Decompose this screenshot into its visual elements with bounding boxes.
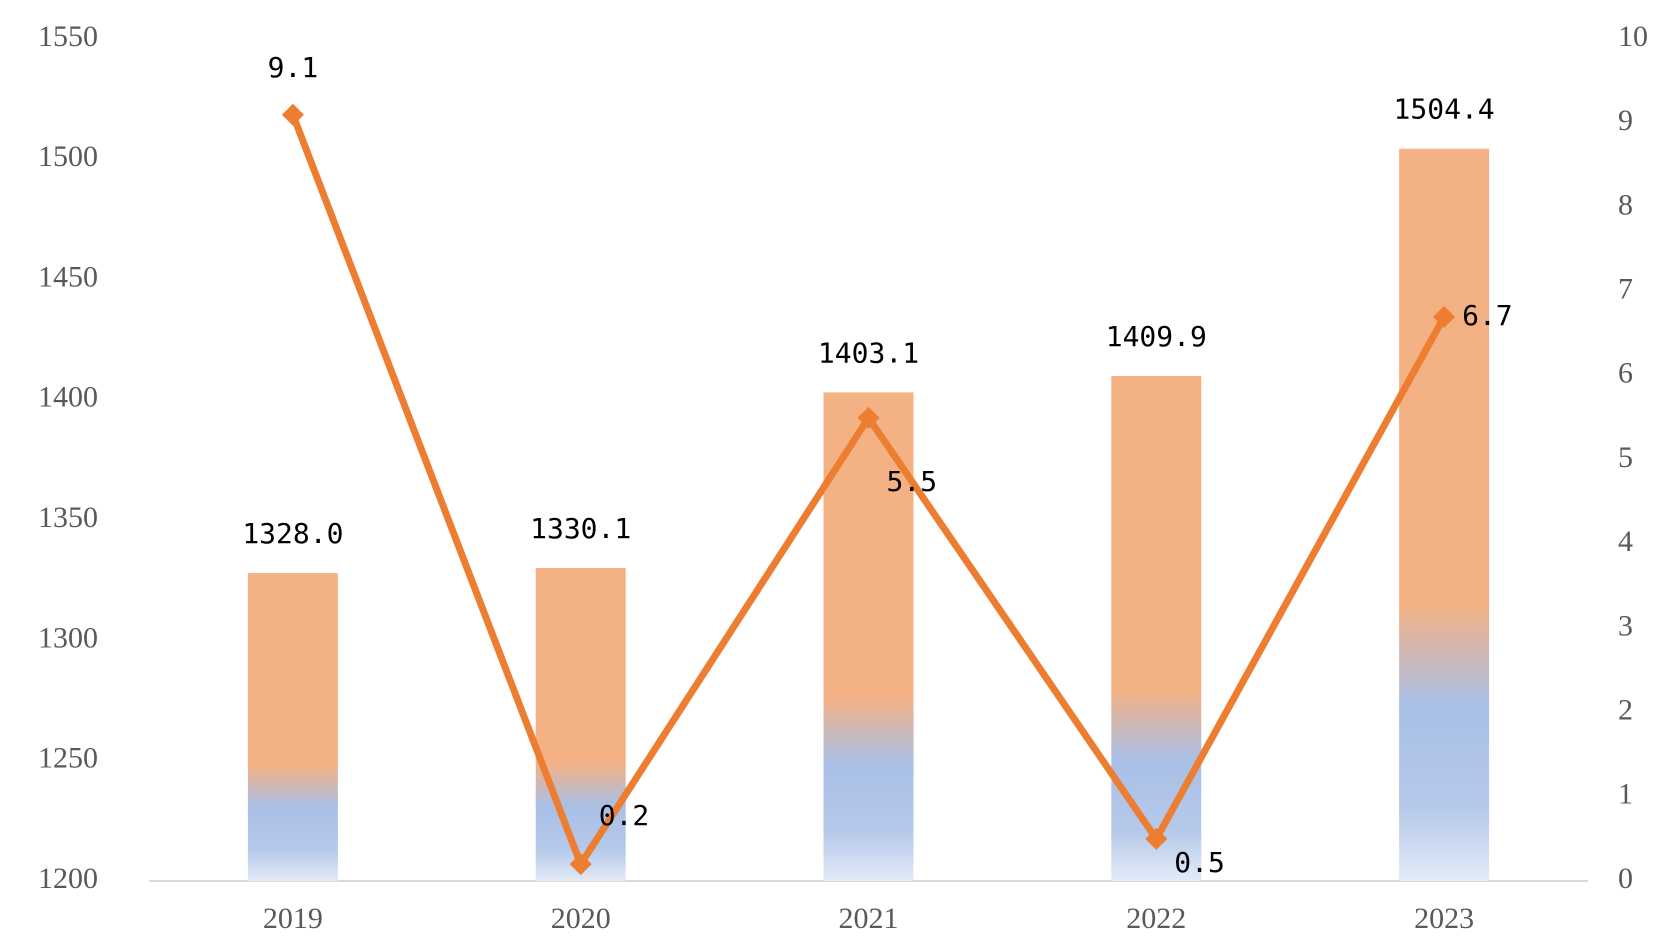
- y-tick-label: 1300: [38, 621, 98, 654]
- x-tick-label: 2020: [551, 902, 611, 935]
- y2-tick-label: 1: [1618, 778, 1633, 811]
- y2-tick-label: 7: [1618, 272, 1633, 305]
- y2-tick-label: 0: [1618, 862, 1633, 895]
- bar: [535, 568, 626, 881]
- line-marker: [281, 103, 304, 126]
- y2-tick-label: 8: [1618, 188, 1633, 221]
- y-tick-label: 1450: [38, 260, 98, 293]
- y2-tick-label: 2: [1618, 693, 1633, 726]
- line-marker: [1145, 827, 1168, 850]
- line-value-label: 9.1: [268, 51, 319, 84]
- bar: [1399, 148, 1490, 882]
- x-tick-label: 2022: [1126, 902, 1186, 935]
- bar: [247, 573, 338, 881]
- line-marker: [569, 853, 592, 876]
- bar: [823, 392, 914, 881]
- line-value-label: 0.2: [599, 799, 650, 832]
- bar-value-label: 1330.1: [530, 512, 631, 545]
- y-tick-label: 1200: [38, 862, 98, 895]
- bar-value-label: 1409.9: [1106, 320, 1207, 353]
- y2-tick-label: 3: [1618, 609, 1633, 642]
- line-value-label: 5.5: [887, 465, 938, 498]
- line-value-label: 0.5: [1174, 846, 1225, 879]
- y2-tick-label: 9: [1618, 104, 1633, 137]
- y-tick-label: 1550: [38, 20, 98, 53]
- line-marker: [1433, 305, 1456, 328]
- bar-value-label: 1403.1: [818, 336, 919, 369]
- x-tick-label: 2019: [263, 902, 323, 935]
- y-tick-label: 1400: [38, 381, 98, 414]
- bar-value-label: 1328.0: [242, 517, 343, 550]
- y-tick-label: 1500: [38, 140, 98, 173]
- x-tick-label: 2023: [1414, 902, 1474, 935]
- x-tick-label: 2021: [839, 902, 899, 935]
- y2-tick-label: 4: [1618, 525, 1633, 558]
- bar: [1111, 376, 1202, 881]
- line-value-label: 6.7: [1462, 299, 1513, 332]
- y2-tick-label: 10: [1618, 20, 1648, 53]
- y-tick-label: 1250: [38, 742, 98, 775]
- line-marker: [857, 406, 880, 429]
- bar-value-label: 1504.4: [1394, 93, 1495, 126]
- y-tick-label: 1350: [38, 501, 98, 534]
- y2-tick-label: 5: [1618, 441, 1633, 474]
- y2-tick-label: 6: [1618, 357, 1633, 390]
